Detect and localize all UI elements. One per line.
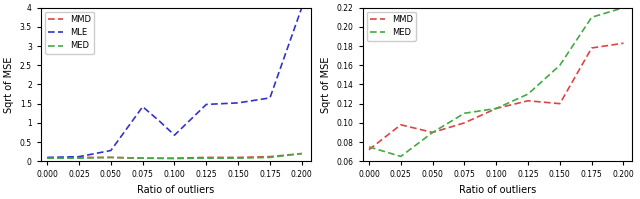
MLE: [202, 103, 210, 106]
Y-axis label: Sqrt of MSE: Sqrt of MSE: [4, 56, 14, 113]
MED: [492, 107, 500, 110]
MED: [107, 156, 115, 159]
MED: [298, 152, 305, 155]
X-axis label: Ratio of outliers: Ratio of outliers: [137, 185, 214, 195]
MMD: [76, 156, 83, 159]
MED: [44, 157, 51, 159]
MMD: [107, 156, 115, 159]
MED: [461, 112, 468, 114]
MMD: [397, 124, 404, 126]
MMD: [234, 156, 242, 159]
MED: [139, 157, 147, 159]
MMD: [365, 148, 373, 151]
MMD: [461, 122, 468, 124]
MED: [397, 155, 404, 158]
MMD: [266, 155, 274, 158]
MED: [266, 156, 274, 159]
Legend: MMD, MLE, MED: MMD, MLE, MED: [45, 12, 94, 54]
Line: MED: MED: [369, 8, 623, 156]
MLE: [76, 155, 83, 158]
Line: MMD: MMD: [47, 154, 301, 158]
MED: [171, 157, 179, 160]
MLE: [298, 7, 305, 9]
MED: [588, 16, 596, 19]
Line: MED: MED: [47, 154, 301, 159]
X-axis label: Ratio of outliers: Ratio of outliers: [459, 185, 536, 195]
MMD: [44, 157, 51, 159]
MMD: [524, 100, 532, 102]
MLE: [266, 97, 274, 99]
MED: [234, 157, 242, 159]
MLE: [234, 102, 242, 104]
MED: [620, 7, 627, 9]
MMD: [139, 157, 147, 159]
Legend: MMD, MED: MMD, MED: [367, 12, 416, 41]
Y-axis label: Sqrt of MSE: Sqrt of MSE: [321, 56, 331, 113]
MED: [429, 131, 436, 134]
MMD: [202, 156, 210, 159]
MMD: [588, 47, 596, 49]
MLE: [44, 156, 51, 159]
MMD: [492, 107, 500, 110]
MED: [365, 146, 373, 148]
MMD: [429, 131, 436, 134]
MMD: [620, 42, 627, 44]
MED: [556, 64, 564, 66]
MLE: [139, 105, 147, 108]
MMD: [556, 102, 564, 105]
MED: [202, 157, 210, 159]
Line: MLE: MLE: [47, 8, 301, 157]
MED: [76, 157, 83, 159]
MMD: [298, 152, 305, 155]
MED: [524, 93, 532, 95]
MLE: [171, 134, 179, 136]
MLE: [107, 149, 115, 152]
Line: MMD: MMD: [369, 43, 623, 150]
MMD: [171, 157, 179, 159]
MLE: [156, 120, 163, 122]
